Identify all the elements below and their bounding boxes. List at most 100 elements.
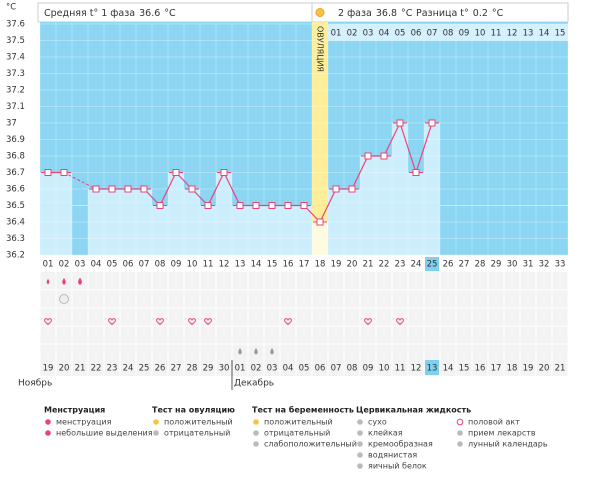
phase2-day: 14 bbox=[539, 29, 550, 39]
cycle-day: 11 bbox=[203, 260, 214, 270]
legend-item: кремообразная bbox=[368, 440, 433, 449]
legend-item: сухо bbox=[368, 418, 387, 427]
heart-icon bbox=[156, 318, 164, 326]
phase2-day: 06 bbox=[411, 29, 422, 39]
bar bbox=[264, 205, 280, 255]
legend-item: отрицательный bbox=[164, 429, 230, 438]
legend-title: Тест на овуляцию bbox=[152, 406, 235, 415]
legend-icon bbox=[45, 419, 51, 425]
cycle-day: 19 bbox=[331, 260, 342, 270]
cycle-day: 27 bbox=[459, 260, 470, 270]
legend-title: Менструация bbox=[44, 406, 105, 415]
header-part: °C bbox=[492, 8, 504, 19]
header-part: 36.6 bbox=[139, 8, 160, 19]
cycle-day: 04 bbox=[91, 260, 102, 270]
date: 01 bbox=[235, 364, 246, 374]
drop-icon bbox=[254, 348, 258, 355]
drop-icon bbox=[62, 280, 66, 285]
legend-item: небольшие выделения bbox=[56, 429, 153, 438]
pill-icon bbox=[59, 294, 69, 304]
y-tick-label: 36.6 bbox=[6, 185, 25, 195]
phase2-day: 15 bbox=[555, 29, 566, 39]
heart-icon bbox=[108, 318, 116, 326]
legend-item: слабоположительный bbox=[264, 440, 357, 449]
cycle-day: 03 bbox=[75, 260, 86, 270]
phase2-day: 08 bbox=[443, 29, 454, 39]
header-part: °C bbox=[164, 8, 176, 19]
legend-item: положительный bbox=[164, 418, 233, 427]
bar bbox=[232, 205, 248, 255]
point bbox=[236, 202, 244, 209]
y-tick-label: 36.9 bbox=[6, 135, 25, 145]
phase2-day: 07 bbox=[427, 29, 438, 39]
drop-icon bbox=[270, 348, 274, 355]
date: 11 bbox=[395, 364, 406, 374]
legend-icon bbox=[253, 441, 259, 447]
cycle-day: 14 bbox=[251, 260, 262, 270]
legend-item: клейкая bbox=[368, 429, 403, 438]
current-date-box bbox=[425, 360, 439, 375]
date: 21 bbox=[555, 364, 566, 374]
point bbox=[412, 169, 420, 176]
point bbox=[220, 169, 228, 176]
bar bbox=[40, 172, 56, 255]
cycle-day: 30 bbox=[507, 260, 518, 270]
legend-icon bbox=[153, 430, 159, 436]
point bbox=[140, 185, 148, 193]
bar bbox=[280, 205, 296, 255]
point bbox=[124, 185, 132, 193]
phase2-day: 11 bbox=[491, 29, 502, 39]
point bbox=[428, 119, 436, 127]
bar bbox=[248, 205, 264, 255]
legend-icon bbox=[357, 463, 363, 469]
cycle-day: 33 bbox=[555, 260, 566, 270]
point bbox=[92, 185, 100, 193]
legend-item: лунный календарь bbox=[468, 440, 548, 449]
legend-item: менструация bbox=[56, 418, 112, 427]
date: 29 bbox=[203, 364, 214, 374]
date: 02 bbox=[251, 364, 262, 374]
legend-icon bbox=[153, 419, 159, 425]
y-tick-label: 36.4 bbox=[6, 218, 25, 228]
header-part: 2 фаза bbox=[338, 8, 372, 19]
phase2-day: 01 bbox=[331, 29, 342, 39]
point bbox=[108, 185, 116, 193]
cycle-day: 02 bbox=[59, 260, 70, 270]
legend-icon bbox=[45, 430, 51, 436]
point bbox=[284, 202, 292, 209]
legend-icon bbox=[357, 419, 363, 425]
cycle-day: 22 bbox=[379, 260, 390, 270]
legend-icon bbox=[457, 430, 463, 436]
legend-icon bbox=[357, 452, 363, 458]
y-tick-label: 37 bbox=[6, 119, 17, 129]
date: 27 bbox=[171, 364, 182, 374]
cycle-day: 08 bbox=[155, 260, 166, 270]
date: 18 bbox=[507, 364, 518, 374]
date: 03 bbox=[267, 364, 278, 374]
date: 13 bbox=[427, 364, 438, 374]
date: 09 bbox=[363, 364, 374, 374]
month-label: Декабрь bbox=[234, 379, 274, 389]
y-tick-label: 37.6 bbox=[6, 20, 25, 30]
bar bbox=[56, 172, 72, 255]
point bbox=[204, 202, 212, 209]
point bbox=[348, 185, 356, 193]
ovulation-column bbox=[312, 22, 328, 222]
legend-item: водянистая bbox=[368, 451, 417, 460]
heart-icon bbox=[396, 318, 404, 326]
y-tick-label: 36.5 bbox=[6, 201, 25, 211]
date: 23 bbox=[107, 364, 118, 374]
point bbox=[380, 152, 388, 160]
point bbox=[300, 202, 308, 209]
cycle-day: 25 bbox=[427, 260, 438, 270]
phase2-day: 05 bbox=[395, 29, 406, 39]
sun-icon bbox=[315, 8, 325, 17]
heart-icon bbox=[188, 318, 196, 326]
header-text: Разница t° 0.2 °C bbox=[416, 8, 504, 19]
phase2-day: 02 bbox=[347, 29, 358, 39]
cycle-day: 13 bbox=[235, 260, 246, 270]
date: 06 bbox=[315, 364, 326, 374]
bar bbox=[168, 172, 184, 255]
date: 04 bbox=[283, 364, 294, 374]
date: 12 bbox=[411, 364, 422, 374]
